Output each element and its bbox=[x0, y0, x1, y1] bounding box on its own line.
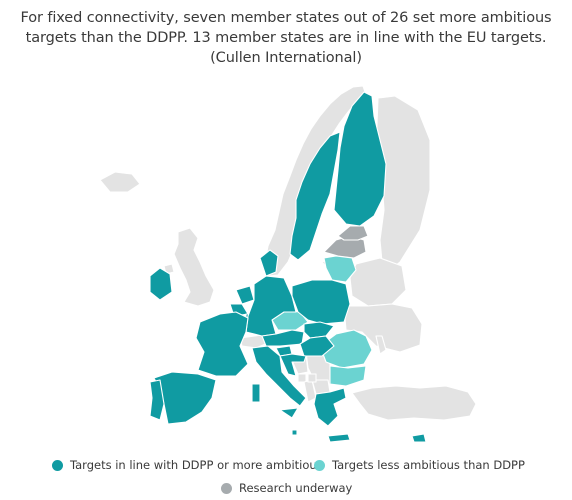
title-line-2: targets than the DDPP. 13 member states … bbox=[25, 30, 547, 46]
region-slovakia bbox=[303, 321, 335, 339]
legend-swatch-research bbox=[221, 482, 232, 494]
legend-item-less-ambitious: Targets less ambitious than DDPP bbox=[314, 458, 525, 472]
map-title: For fixed connectivity, seven member sta… bbox=[0, 8, 572, 68]
title-line-1: For fixed connectivity, seven member sta… bbox=[20, 10, 552, 26]
region-malta bbox=[291, 429, 298, 436]
region-denmark bbox=[259, 249, 279, 277]
region-sweden bbox=[289, 131, 341, 261]
region-bulgaria bbox=[329, 365, 367, 387]
region-finland bbox=[333, 91, 387, 227]
region-turkey bbox=[351, 385, 477, 421]
region-germany bbox=[245, 275, 297, 337]
legend-row-2: Research underway bbox=[0, 481, 572, 499]
region-lithuania bbox=[323, 255, 357, 283]
legend-swatch-in-line bbox=[52, 459, 63, 471]
region-italy bbox=[251, 345, 307, 407]
region-sicily bbox=[279, 407, 299, 419]
region-romania bbox=[319, 329, 373, 369]
region-portugal bbox=[149, 379, 165, 421]
region-estonia bbox=[337, 225, 369, 241]
region-belarus bbox=[349, 257, 407, 307]
region-montenegro bbox=[297, 373, 307, 383]
region-poland bbox=[291, 279, 351, 325]
legend-item-in-line: Targets in line with DDPP or more ambiti… bbox=[52, 458, 323, 472]
region-uk-gb bbox=[173, 227, 215, 307]
region-sardinia bbox=[251, 383, 261, 403]
legend-label-less-ambitious: Targets less ambitious than DDPP bbox=[332, 458, 525, 472]
region-moldova bbox=[375, 335, 387, 355]
region-cyprus bbox=[411, 433, 427, 443]
region-greece bbox=[313, 387, 347, 427]
region-france bbox=[195, 311, 249, 377]
legend-item-research: Research underway bbox=[221, 481, 352, 495]
legend-row-1: Targets in line with DDPP or more ambiti… bbox=[0, 458, 572, 476]
title-line-3: (Cullen International) bbox=[210, 50, 362, 66]
region-kosovo bbox=[307, 373, 317, 383]
region-ireland bbox=[149, 267, 173, 301]
region-croatia bbox=[279, 353, 307, 377]
legend-label-research: Research underway bbox=[239, 481, 353, 495]
region-crete bbox=[327, 433, 351, 443]
region-netherlands bbox=[235, 285, 255, 305]
region-iceland bbox=[99, 171, 141, 193]
legend-label-in-line: Targets in line with DDPP or more ambiti… bbox=[70, 458, 323, 472]
legend-swatch-less-ambitious bbox=[314, 459, 325, 471]
